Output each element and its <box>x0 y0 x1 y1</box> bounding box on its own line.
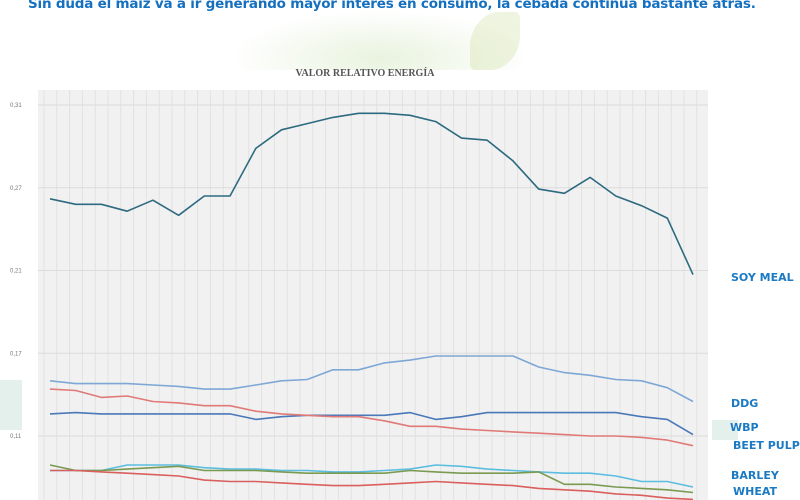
series-line-beet-pulp <box>49 388 694 447</box>
series-label-wbp: WBP <box>730 421 759 434</box>
series-line-barley <box>50 464 694 488</box>
series-line-ddg <box>49 355 694 403</box>
plot-area <box>38 90 708 500</box>
logo-watermark <box>230 10 530 70</box>
slide-headline: Sin duda el maiz va a ir generando mayor… <box>28 0 756 12</box>
y-tick-label: 0,21 <box>10 269 22 275</box>
side-watermark <box>712 420 738 440</box>
series-label-barley: BARLEY <box>731 469 779 482</box>
series-line-unlabeled <box>50 469 694 500</box>
chart-title: VALOR RELATIVO ENERGÍA <box>295 68 435 79</box>
y-tick-label: 0,17 <box>10 351 22 357</box>
series-label-wheat: WHEAT <box>733 485 778 498</box>
series-label-beet-pulp: BEET PULP <box>733 439 800 452</box>
series-label-ddg: DDG <box>731 397 759 410</box>
series-line-soy-meal <box>49 112 694 275</box>
series-line-wheat <box>49 464 694 494</box>
series-line-wbp <box>49 411 694 436</box>
series-label-soy-meal: SOY MEAL <box>731 271 794 284</box>
y-tick-label: 0,27 <box>10 186 22 192</box>
side-watermark <box>0 380 22 430</box>
y-tick-label: 0,11 <box>10 434 22 440</box>
y-tick-label: 0,31 <box>10 103 22 109</box>
